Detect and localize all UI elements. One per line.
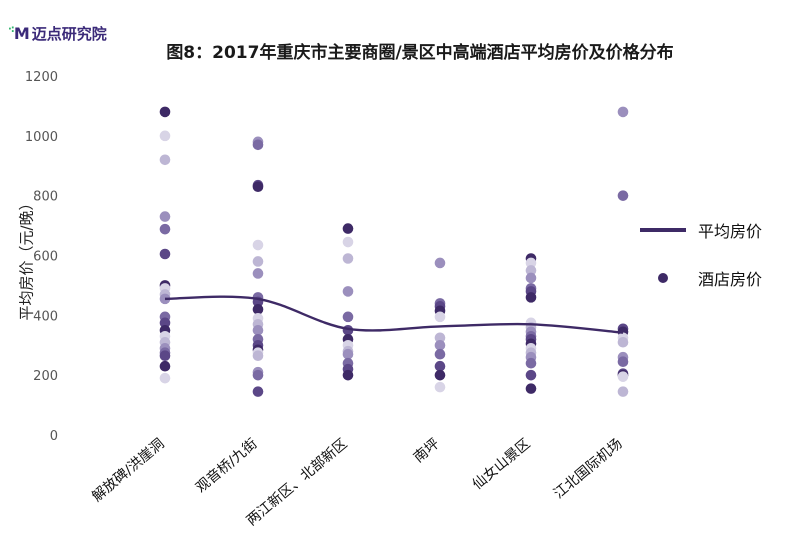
x-category-label: 观音桥/九街 [192, 435, 260, 496]
hotel-price-point [617, 386, 629, 397]
hotel-price-point [525, 383, 537, 394]
hotel-price-point [617, 371, 629, 382]
legend-item-average: 平均房价 [640, 215, 800, 245]
y-tick-label: 800 [33, 190, 58, 205]
legend-label-hotel: 酒店房价 [698, 270, 763, 289]
hotel-price-point [252, 181, 264, 192]
legend-label-average: 平均房价 [698, 222, 763, 241]
x-category-label: 南坪 [411, 436, 443, 466]
logo-mark-dots: ·: [8, 23, 15, 35]
hotel-price-point [159, 360, 171, 372]
hotel-price-point [342, 311, 354, 323]
y-tick-label: 1200 [25, 70, 58, 85]
hotel-price-point [525, 272, 537, 284]
x-category-label: 解放碑/洪崖洞 [89, 436, 167, 505]
hotel-price-point [434, 311, 446, 323]
hotel-price-point [159, 317, 171, 329]
hotel-price-point [252, 304, 264, 315]
y-tick-label: 400 [33, 309, 58, 324]
hotel-price-point [434, 339, 446, 351]
hotel-price-point [252, 386, 264, 397]
hotel-price-point [252, 256, 264, 267]
hotel-price-point [525, 369, 537, 381]
hotel-price-point [252, 139, 264, 151]
hotel-price-point [617, 106, 629, 118]
hotel-price-point [159, 154, 171, 166]
hotel-price-point [525, 357, 537, 369]
hotel-price-point [159, 211, 171, 222]
hotel-price-point [617, 336, 629, 348]
hotel-price-point [252, 239, 264, 251]
hotel-price-point [252, 268, 264, 279]
hotel-price-point [434, 332, 446, 344]
y-tick-label: 1000 [25, 130, 58, 145]
hotel-price-point [434, 369, 446, 381]
legend-item-hotel: 酒店房价 [640, 263, 800, 293]
hotel-price-point [342, 253, 354, 264]
x-category-label: 仙女山景区 [469, 435, 534, 493]
hotel-price-point [159, 223, 171, 235]
hotel-price-point [342, 223, 354, 234]
y-tick-label: 200 [33, 369, 58, 384]
y-tick-label: 600 [33, 250, 58, 265]
hotel-price-point [159, 106, 171, 118]
hotel-price-point [525, 265, 537, 276]
hotel-price-point [159, 130, 171, 142]
hotel-price-point [342, 369, 354, 381]
hotel-price-point [617, 190, 629, 201]
x-category-label: 江北国际机场 [551, 436, 626, 502]
hotel-price-point [434, 348, 446, 360]
hotel-price-point [434, 257, 446, 269]
hotel-price-point [342, 286, 354, 297]
hotel-price-point [525, 292, 537, 303]
logo-text: 迈点研究院 [31, 24, 107, 43]
hotel-price-point [159, 248, 171, 260]
hotel-price-point [434, 381, 446, 393]
hotel-price-point [342, 348, 354, 360]
hotel-price-point [159, 350, 171, 362]
hotel-price-point [252, 324, 264, 336]
x-category-label: 两江新区、北部新区 [244, 436, 351, 529]
average-price-line [164, 295, 624, 334]
hotel-price-point [525, 257, 537, 269]
hotel-price-point [252, 350, 264, 362]
legend: 平均房价 酒店房价 [640, 215, 800, 311]
hotel-price-point [342, 236, 354, 248]
y-tick-label: 0 [50, 429, 58, 444]
legend-dot-swatch [658, 273, 668, 283]
hotel-price-point [159, 372, 171, 384]
legend-line-swatch [640, 228, 686, 232]
hotel-price-point [617, 356, 629, 368]
logo-mark: ·:M [8, 23, 30, 43]
logo: ·:M 迈点研究院 [8, 22, 107, 44]
hotel-price-point [252, 369, 264, 381]
hotel-price-point [434, 360, 446, 372]
chart-title: 图8：2017年重庆市主要商圈/景区中高端酒店平均房价及价格分布 [166, 43, 674, 63]
